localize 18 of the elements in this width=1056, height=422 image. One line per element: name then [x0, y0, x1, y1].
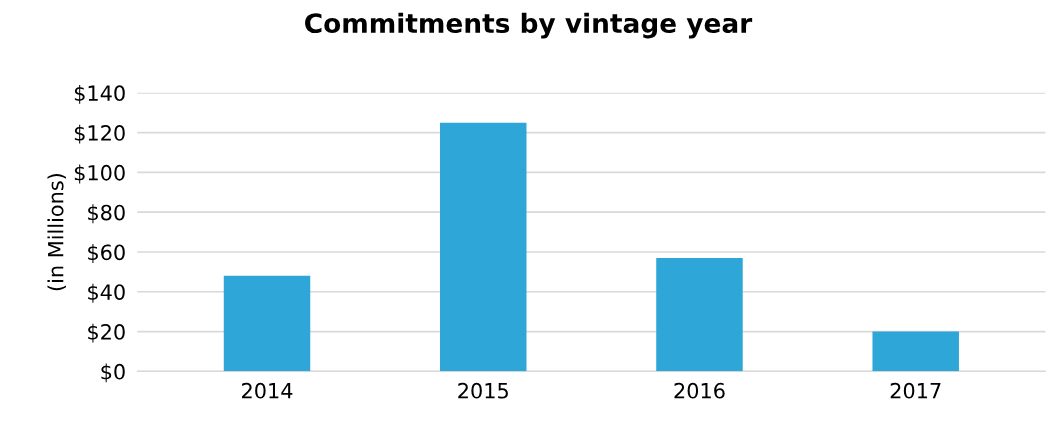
y-tick-label: $120 [74, 124, 125, 144]
y-tick-label: $40 [88, 283, 125, 303]
y-tick-label: $20 [88, 323, 125, 343]
y-axis-title: (in Millions) [47, 173, 67, 291]
bar [872, 331, 959, 372]
x-tick-label: 2016 [674, 382, 725, 399]
x-tick-label: 2015 [458, 382, 508, 399]
y-tick-label: $60 [88, 244, 125, 263]
y-tick-label: $80 [88, 204, 125, 224]
bar [656, 257, 743, 372]
x-tick-label: 2017 [890, 382, 941, 399]
y-tick-label: $140 [74, 84, 125, 104]
y-tick-label: $100 [74, 164, 125, 184]
bar [223, 275, 311, 372]
y-tick-label: $0 [101, 363, 125, 383]
bar [440, 122, 527, 372]
chart-title: Commitments by vintage year [305, 12, 753, 39]
x-tick-label: 2014 [242, 382, 293, 399]
